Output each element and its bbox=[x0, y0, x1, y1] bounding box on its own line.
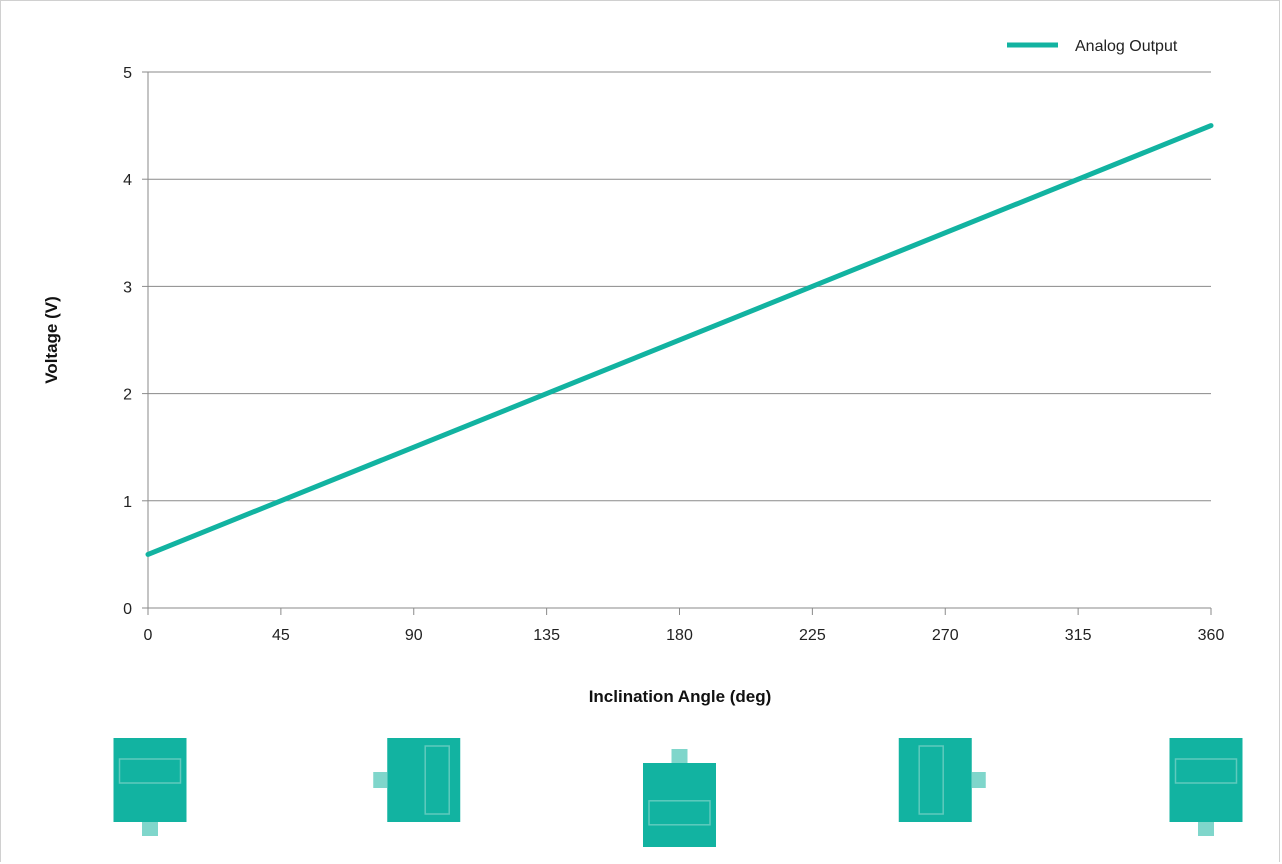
x-axis-title: Inclination Angle (deg) bbox=[589, 687, 772, 706]
x-tick-label: 360 bbox=[1198, 627, 1225, 644]
orientation-icon-0 bbox=[113, 738, 187, 836]
x-tick-label: 180 bbox=[666, 627, 693, 644]
y-tick-label: 4 bbox=[123, 172, 132, 189]
device-window bbox=[1174, 758, 1238, 784]
device-window bbox=[118, 758, 182, 784]
x-tick-label: 315 bbox=[1065, 627, 1092, 644]
x-tick-label: 45 bbox=[272, 627, 290, 644]
y-tick-label: 3 bbox=[123, 279, 132, 296]
y-tick-label: 1 bbox=[123, 494, 132, 511]
orientation-icon-180 bbox=[643, 749, 716, 847]
x-tick-label: 270 bbox=[932, 627, 959, 644]
x-tick-label: 135 bbox=[533, 627, 560, 644]
device-window bbox=[918, 745, 944, 815]
x-tick-label: 90 bbox=[405, 627, 423, 644]
device-body bbox=[387, 738, 461, 822]
x-tick-label: 225 bbox=[799, 627, 826, 644]
x-tick-label: 0 bbox=[144, 627, 153, 644]
y-axis-title: Voltage (V) bbox=[42, 296, 61, 384]
y-tick-label: 0 bbox=[123, 601, 132, 618]
device-window bbox=[424, 745, 450, 815]
legend-label-analog-output: Analog Output bbox=[1075, 38, 1178, 55]
device-connector bbox=[971, 772, 986, 788]
orientation-icon-270 bbox=[898, 738, 986, 822]
device-body bbox=[113, 738, 187, 822]
device-connector bbox=[1198, 822, 1214, 836]
device-body bbox=[898, 738, 972, 822]
legend: Analog Output bbox=[1007, 38, 1178, 55]
gridlines bbox=[148, 71, 1211, 502]
device-body bbox=[643, 763, 716, 847]
device-connector bbox=[142, 822, 158, 836]
series-layer bbox=[145, 123, 1214, 557]
orientation-icons bbox=[113, 738, 1243, 847]
y-tick-label: 2 bbox=[123, 387, 132, 404]
device-window bbox=[648, 800, 711, 826]
orientation-icon-360 bbox=[1169, 738, 1243, 836]
orientation-icon-90 bbox=[373, 738, 461, 822]
device-body bbox=[1169, 738, 1243, 822]
device-connector bbox=[373, 772, 388, 788]
y-tick-label: 5 bbox=[123, 65, 132, 82]
device-connector bbox=[671, 749, 688, 763]
series-line-analog-output bbox=[145, 123, 1214, 557]
